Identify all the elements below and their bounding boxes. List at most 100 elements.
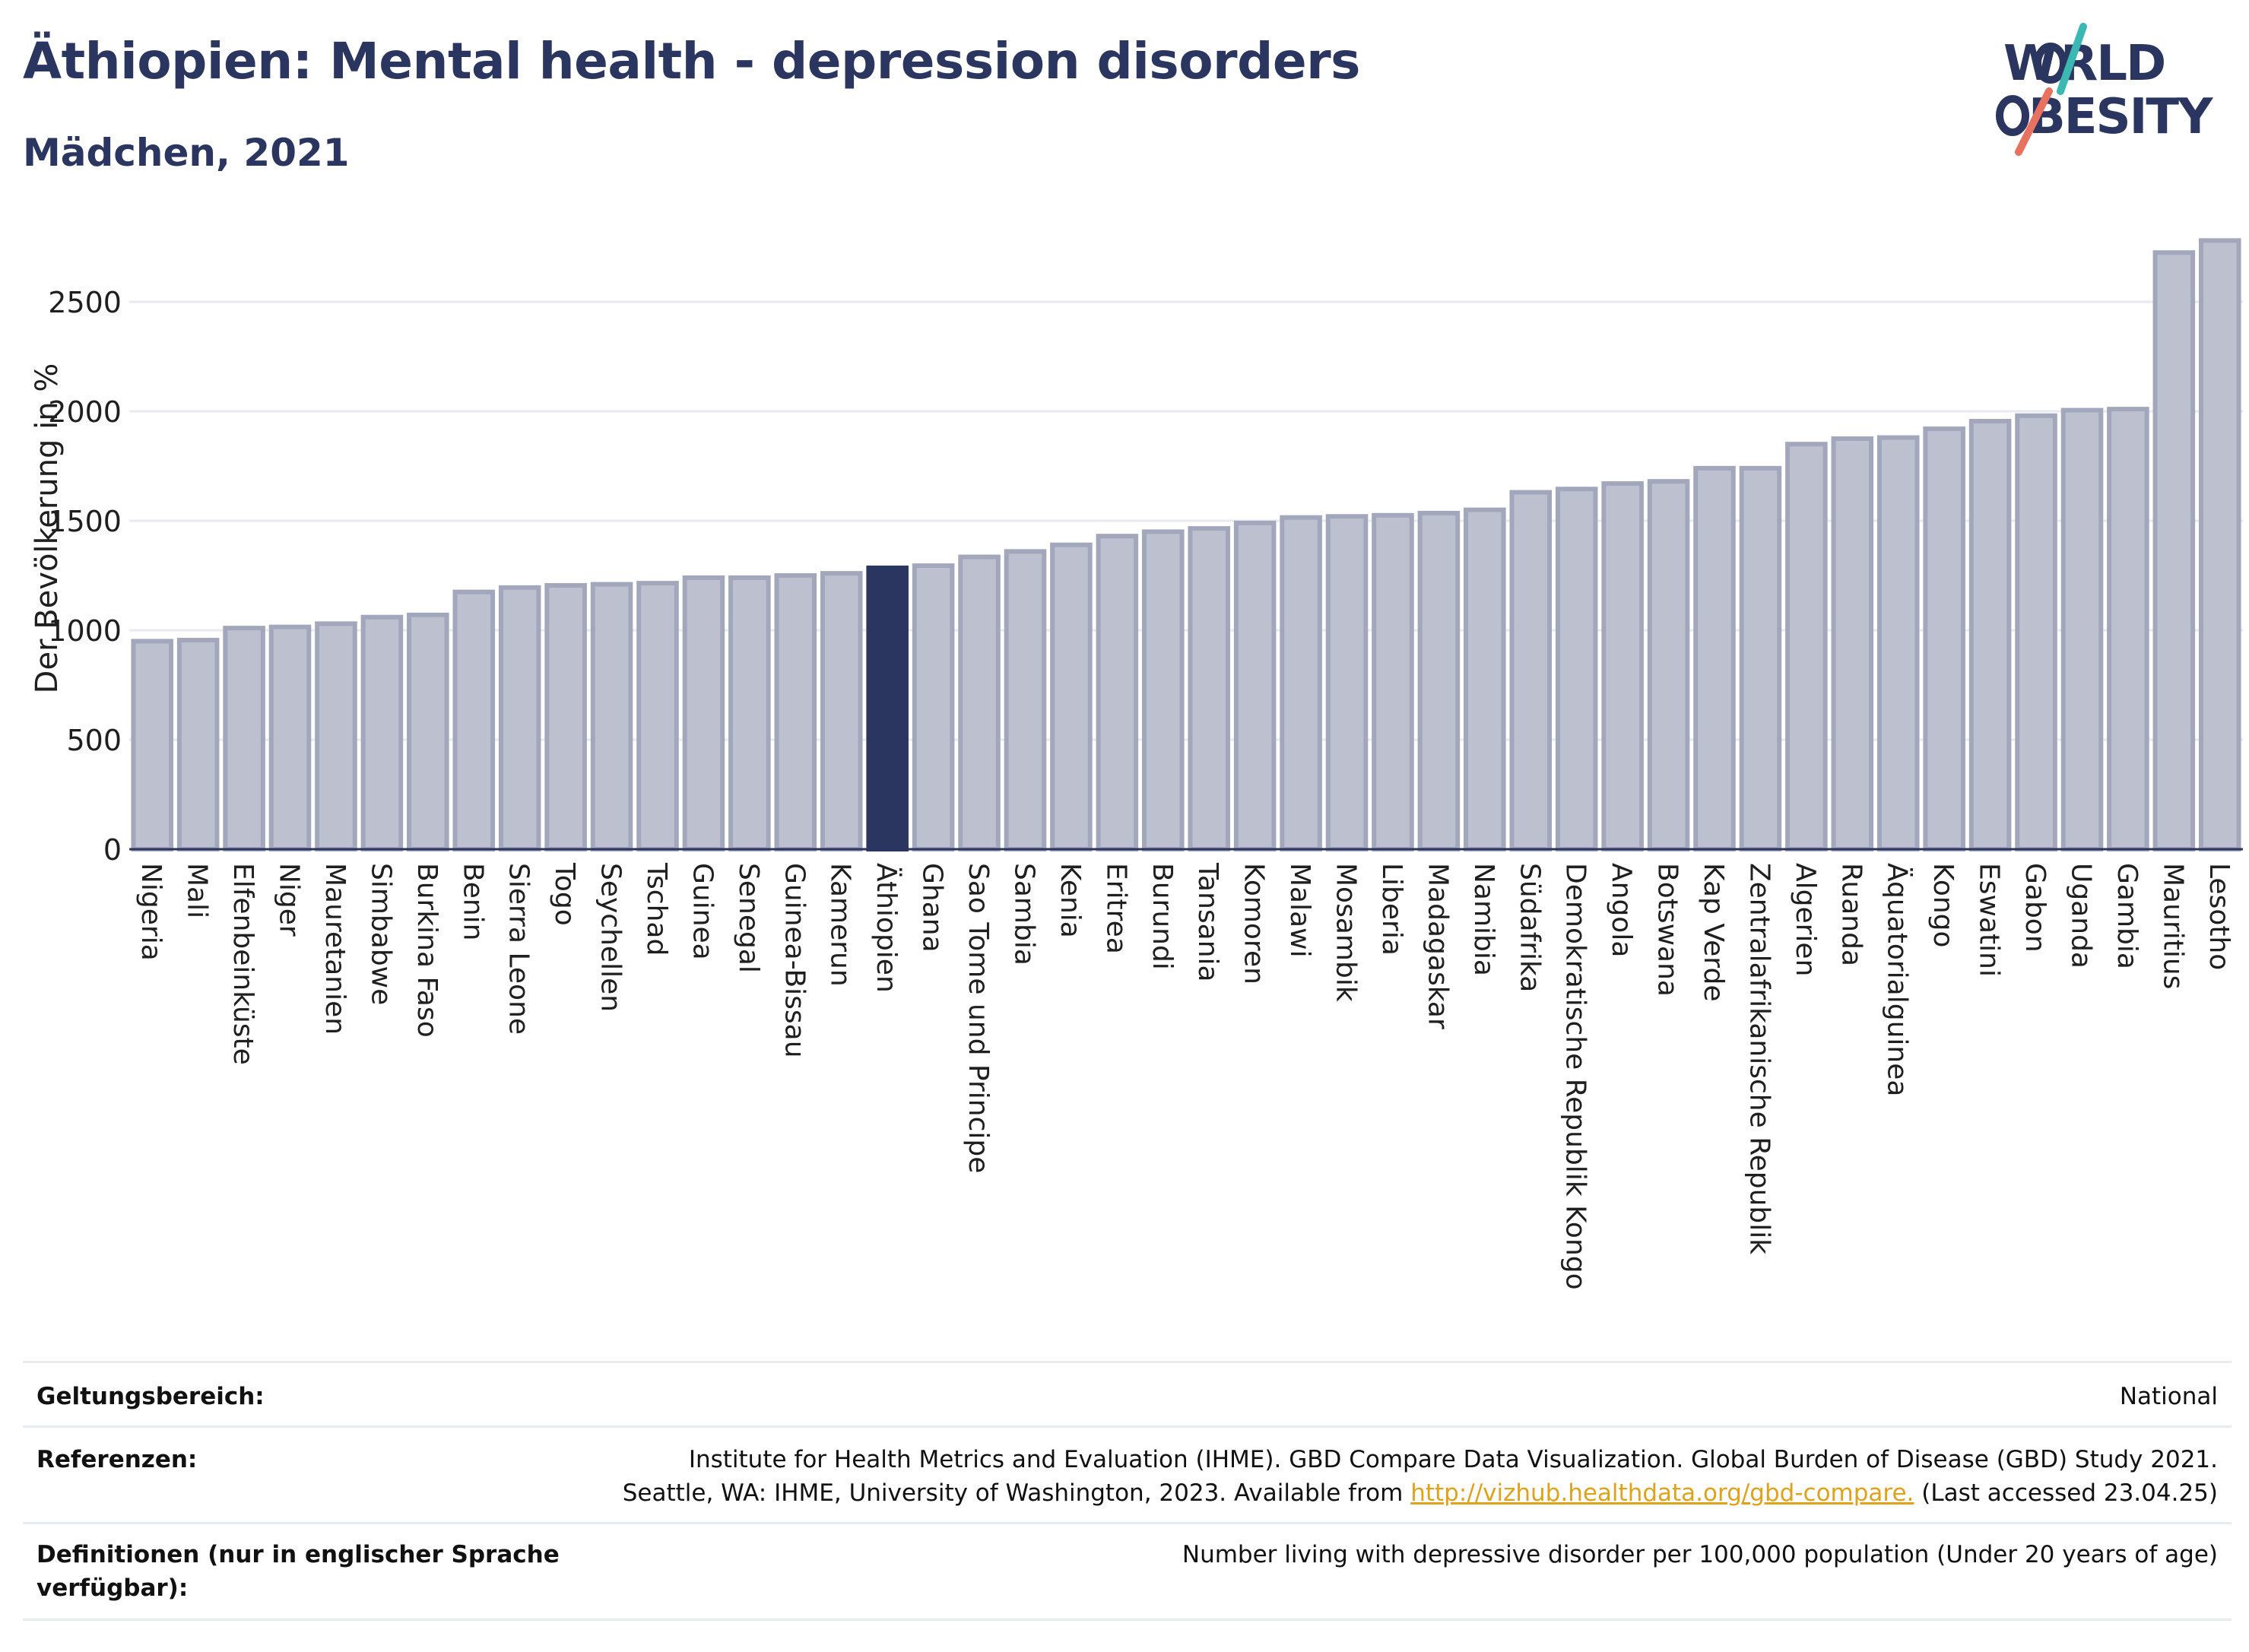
info-table: Geltungsbereich: National Referenzen: In… [23,1361,2232,1621]
bar-äthiopien [866,565,909,851]
x-tick-label: Uganda [2065,863,2096,969]
x-tick-label: Togo [549,862,580,926]
x-tick-label: Ruanda [1835,863,1867,966]
y-tick-label: 2000 [48,395,122,429]
bar-gambia [2107,407,2149,851]
x-tick-label: Elfenbeinküste [227,863,259,1065]
page-title: Äthiopien: Mental health - depression di… [23,32,1360,90]
x-tick-label: Sambia [1008,863,1039,966]
bar-mosambik [1325,514,1369,851]
x-tick-label: Mosambik [1331,863,1362,1002]
bar-ruanda [1831,436,1874,851]
x-tick-label: Eswatini [1974,863,2005,977]
reference-line-2: Seattle, WA: IHME, University of Washing… [621,1476,2218,1510]
bar-botswana [1647,479,1690,851]
bar-demokratische-republik-kongo [1555,487,1598,851]
bar-mauretanien [315,621,357,851]
bar-guinea-bissau [774,573,817,851]
reference-link[interactable]: http://vizhub.healthdata.org/gbd-compare… [1410,1479,1914,1507]
bar-kamerun [820,571,863,851]
info-value: National [2119,1383,2218,1410]
y-axis-label: Der Bevölkerung in % [30,363,65,694]
y-tick-label: 500 [66,724,122,757]
bar-benin [452,589,496,851]
bar-chart: 0 500 1000 1500 2000 2500 Nigeria Mali Elfenbei… [48,238,2243,1290]
x-tick-label: Südafrika [1514,863,1545,992]
chart-bars [131,238,2241,852]
x-tick-label: Malawi [1284,863,1315,958]
bar-ghana [912,563,955,851]
bar-angola [1601,481,1644,851]
x-tick-label: Kamerun [825,863,856,987]
bar-tschad [636,581,679,852]
y-tick-label: 1000 [48,614,122,648]
x-tick-label: Kap Verde [1698,863,1729,1001]
bar-guinea [682,575,725,851]
bar-nigeria [131,639,173,852]
bar-niger [268,624,312,851]
x-tick-label: Angola [1606,863,1637,957]
bar-sierra-leone [498,585,541,852]
svg-text:BESITY: BESITY [2029,89,2213,145]
x-tick-label: Mauretanien [319,863,351,1035]
x-tick-label: Tansania [1192,862,1223,982]
x-tick-label: Kongo [1927,863,1959,948]
bar-eritrea [1096,534,1139,851]
bar-namibia [1464,507,1506,851]
reference-accessed: (Last accessed 23.04.25) [1914,1479,2218,1507]
bar-sambia [1004,549,1047,851]
x-tick-label: Äthiopien [871,863,902,993]
page-subtitle: Mädchen, 2021 [23,131,350,175]
bar-mauritius [2152,250,2196,851]
x-tick-label: Burundi [1147,863,1178,970]
x-axis-labels: Nigeria Mali Elfenbeinküste Niger Mauretanie… [135,862,2235,1290]
bar-lesotho [2199,238,2241,851]
world-obesity-logo: W RLD BESITY [1996,23,2215,156]
x-tick-label: Seychellen [595,863,626,1012]
x-tick-label: Sao Tome und Principe [963,863,994,1173]
bar-liberia [1372,512,1414,851]
bar-kap-verde [1693,465,1736,851]
x-tick-label: Liberia [1376,863,1407,956]
x-tick-label: Mauritius [2157,863,2188,989]
x-tick-label: Algerien [1790,863,1821,976]
x-tick-label: Eritrea [1100,863,1131,954]
x-tick-label: Simbabwe [365,863,396,1005]
x-tick-label: Namibia [1468,863,1499,976]
info-row-scope: Geltungsbereich: National [23,1361,2232,1425]
info-key: Referenzen: [36,1446,198,1473]
y-tick-label: 1500 [48,505,122,538]
x-tick-label: Gambia [2111,863,2143,969]
reference-line-1: Institute for Health Metrics and Evaluat… [688,1446,2218,1473]
bar-gabon [2015,413,2057,851]
x-tick-label: Guinea-Bissau [779,863,810,1058]
info-row-references: Referenzen: Institute for Health Metrics… [23,1425,2232,1522]
x-tick-label: Tschad [641,862,672,956]
bar-burkina-faso [407,612,449,852]
bar-eswatini [1968,418,2012,851]
bar-mali [176,637,220,852]
bar-elfenbeinküste [223,626,265,851]
bar-kenia [1050,542,1093,851]
y-tick-label: 2500 [48,286,122,319]
x-tick-label: Kenia [1055,863,1086,938]
x-tick-label: Komoren [1239,863,1270,985]
x-tick-label: Senegal [733,863,764,973]
x-tick-label: Äquatorialguinea [1882,863,1914,1096]
bar-malawi [1280,515,1322,851]
x-tick-label: Benin [457,863,488,940]
x-tick-label: Burkina Faso [411,863,443,1038]
bar-tansania [1188,526,1230,852]
x-tick-label: Lesotho [2203,863,2235,970]
info-key: Geltungsbereich: [36,1383,265,1410]
x-tick-label: Gabon [2019,863,2051,953]
y-tick-label: 0 [103,833,122,867]
x-tick-label: Niger [274,863,305,937]
x-tick-label: Zentralafrikanische Republik [1743,863,1775,1254]
bar-togo [544,582,587,852]
y-axis-ticks: 0 500 1000 1500 2000 2500 [48,286,122,867]
x-tick-label: Ghana [917,863,948,953]
bar-senegal [728,575,771,851]
bar-algerien [1785,442,1828,851]
x-tick-label: Guinea [687,863,718,960]
